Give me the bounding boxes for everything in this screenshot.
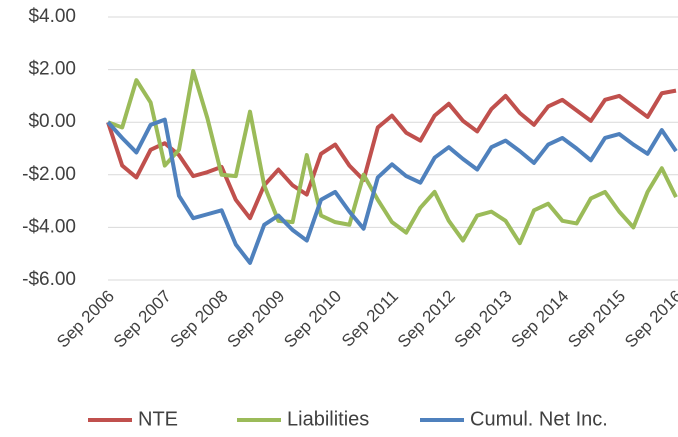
y-tick-label: -$6.00: [22, 269, 76, 290]
x-tick-label: Sep 2010: [280, 287, 345, 352]
series-line: [107, 68, 678, 246]
x-tick-label: Sep 2008: [167, 287, 232, 352]
x-tick-label: Sep 2013: [451, 287, 516, 352]
series-line: [106, 117, 678, 265]
legend-label: Cumul. Net Inc.: [470, 408, 608, 430]
y-tick-label: $4.00: [28, 6, 76, 27]
y-tick-label: $0.00: [28, 111, 76, 132]
x-tick-label: Sep 2009: [223, 287, 288, 352]
x-tick-label: Sep 2015: [564, 287, 629, 352]
legend-label: NTE: [138, 408, 178, 430]
x-tick-label: Sep 2006: [53, 287, 118, 352]
legend-label: Liabilities: [287, 408, 369, 430]
series-line: [106, 88, 677, 221]
y-tick-label: -$2.00: [22, 164, 76, 185]
y-tick-label: $2.00: [28, 59, 76, 80]
x-tick-label: Sep 2012: [394, 287, 459, 352]
x-tick-label: Sep 2011: [338, 287, 402, 351]
x-tick-label: Sep 2014: [507, 287, 572, 352]
x-tick-label: Sep 2016: [621, 287, 678, 352]
y-tick-label: -$4.00: [22, 216, 76, 237]
x-tick-label: Sep 2007: [110, 287, 175, 352]
